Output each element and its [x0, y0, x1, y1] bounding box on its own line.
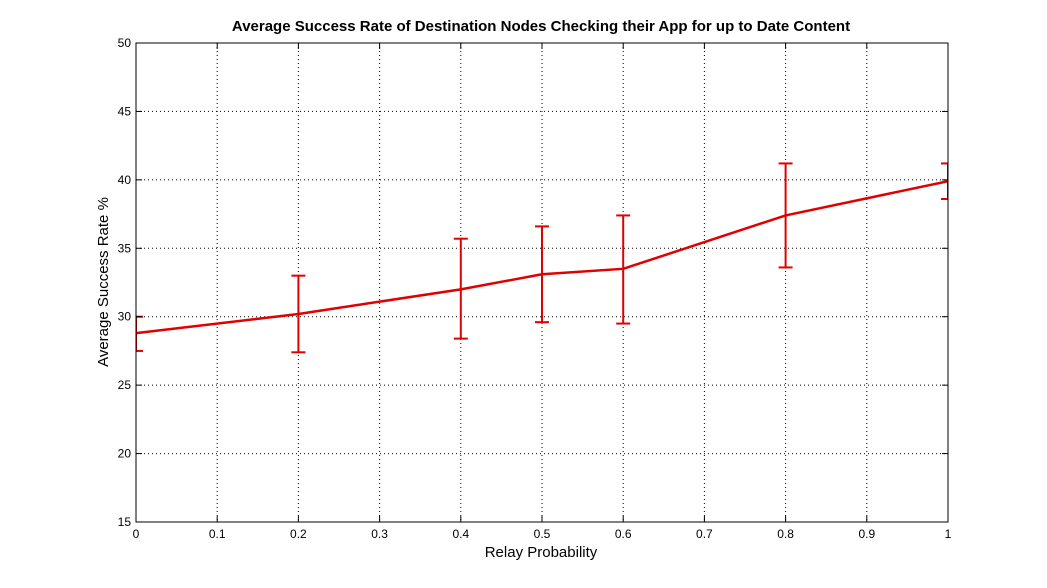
y-tick-label: 40	[118, 173, 132, 187]
x-tick-label: 0.9	[858, 527, 875, 541]
y-tick-label: 45	[118, 104, 132, 118]
x-tick-label: 0.8	[777, 527, 794, 541]
chart-title: Average Success Rate of Destination Node…	[232, 18, 850, 35]
grid	[136, 43, 948, 522]
y-tick-label: 35	[118, 241, 132, 255]
series-line	[136, 180, 948, 335]
y-axis-title: Average Success Rate %	[95, 197, 112, 367]
x-tick-label: 0.2	[290, 527, 307, 541]
x-tick-label: 0.6	[615, 527, 632, 541]
x-axis-title: Relay Probability	[485, 544, 598, 561]
y-tick-label: 20	[118, 447, 132, 461]
series-layer	[136, 162, 948, 354]
x-tick-label: 0.5	[534, 527, 551, 541]
y-tick-label: 25	[118, 378, 132, 392]
x-tick-label: 0	[133, 527, 140, 541]
y-tick-label: 50	[118, 36, 132, 50]
x-tick-label: 0.3	[371, 527, 388, 541]
series	[136, 162, 948, 354]
x-tick-label: 0.4	[452, 527, 469, 541]
ticks	[135, 42, 949, 523]
y-tick-label: 30	[118, 310, 132, 324]
tick-labels: 0 0.1 0.2 0.3 0.4 0.5 0.6 0.7 0.8 0.9 1 15 20 25 30 35 4…	[118, 36, 952, 541]
x-tick-label: 1	[945, 527, 952, 541]
x-tick-label: 0.7	[696, 527, 713, 541]
y-tick-label: 15	[118, 515, 132, 529]
x-tick-label: 0.1	[209, 527, 226, 541]
